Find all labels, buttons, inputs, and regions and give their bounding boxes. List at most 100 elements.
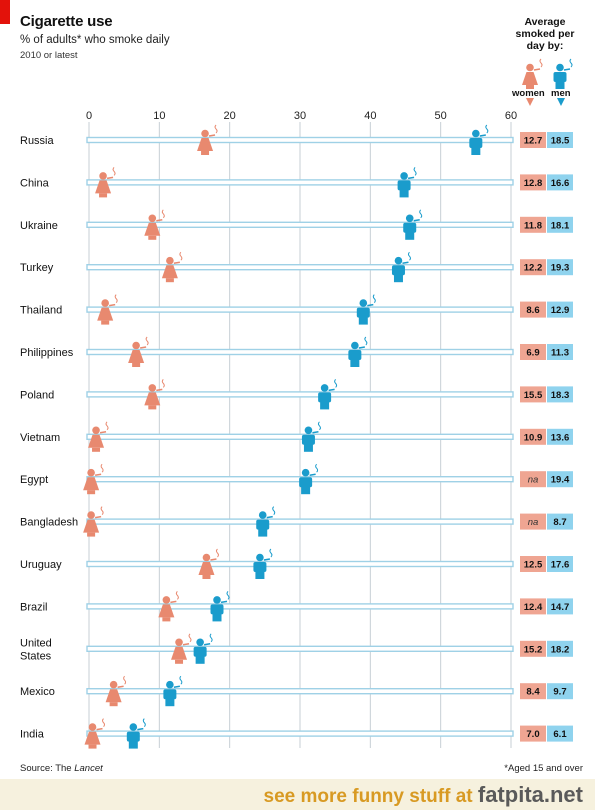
x-tick-label-50: 50 <box>435 110 447 122</box>
row-bar-russia <box>86 136 514 144</box>
country-label-mexico: Mexico <box>20 686 55 698</box>
women-point-turkey <box>161 251 183 283</box>
x-tick-label-30: 30 <box>294 110 306 122</box>
women-per-day-turkey: 12.2 <box>524 263 543 274</box>
promo-site-link[interactable]: fatpita.net <box>477 782 583 807</box>
country-label-brazil: Brazil <box>20 601 48 613</box>
men-point-turkey <box>391 251 411 283</box>
women-per-day-thailand: 8.6 <box>526 305 539 316</box>
legend-men-label: men <box>551 88 571 99</box>
brand-tab <box>0 0 10 24</box>
row-bar-thailand <box>86 306 514 313</box>
x-tick-label-10: 10 <box>153 110 165 122</box>
men-point-bangladesh <box>256 506 276 537</box>
row-bar-mexico <box>86 688 514 695</box>
women-cell-brazil <box>520 598 546 615</box>
country-label-united-states-1: United <box>20 637 52 649</box>
men-point-mexico <box>163 675 183 707</box>
country-label-uruguay: Uruguay <box>20 559 62 571</box>
men-cell-philippines <box>547 344 573 360</box>
men-per-day-bangladesh: 8.7 <box>553 517 566 528</box>
women-per-day-uruguay: 12.5 <box>524 560 543 571</box>
men-per-day-brazil: 14.7 <box>551 602 570 613</box>
women-point-ukraine <box>144 209 165 240</box>
legend-men-arrow <box>557 98 565 106</box>
men-cell-poland <box>547 386 573 403</box>
men-point-russia <box>469 124 489 155</box>
row-bar-united-states <box>86 645 514 652</box>
women-per-day-russia: 12.7 <box>524 136 543 147</box>
men-per-day-united-states: 18.2 <box>551 644 570 655</box>
men-per-day-vietnam: 13.6 <box>551 432 570 443</box>
country-label-turkey: Turkey <box>20 262 54 274</box>
women-cell-poland <box>520 386 546 403</box>
women-per-day-united-states: 15.2 <box>524 644 543 655</box>
women-cell-united-states <box>520 640 546 657</box>
men-point-poland <box>318 379 338 410</box>
x-tick-label-20: 20 <box>224 110 236 122</box>
men-cell-bangladesh <box>547 513 573 530</box>
source-name: Lancet <box>74 763 103 774</box>
promo-banner: see more funny stuff at fatpita.net <box>0 779 595 810</box>
country-label-united-states-2: States <box>20 650 52 662</box>
women-point-mexico <box>105 675 127 707</box>
country-label-india: India <box>20 729 45 741</box>
men-per-day-india: 6.1 <box>553 729 567 740</box>
legend-women-arrow <box>526 98 534 106</box>
men-point-brazil <box>210 591 230 622</box>
men-per-day-turkey: 19.3 <box>551 263 570 274</box>
men-cell-russia <box>547 132 573 148</box>
row-bar-vietnam <box>86 433 514 440</box>
country-label-china: China <box>20 177 50 189</box>
promo-banner-text[interactable]: see more funny stuff at fatpita.net <box>264 782 583 808</box>
row-bar-india <box>86 730 514 737</box>
women-per-day-ukraine: 11.8 <box>524 220 542 231</box>
men-per-day-russia: 18.5 <box>551 136 570 147</box>
men-point-thailand <box>356 294 376 325</box>
men-per-day-uruguay: 17.6 <box>551 560 570 571</box>
row-bar-china <box>86 179 514 186</box>
women-point-china <box>95 167 116 198</box>
country-label-egypt: Egypt <box>20 474 48 486</box>
country-label-poland: Poland <box>20 389 54 401</box>
men-per-day-ukraine: 18.1 <box>551 220 570 231</box>
women-cell-thailand <box>520 301 546 318</box>
women-point-bangladesh <box>83 506 104 537</box>
source-prefix: Source: The <box>20 763 72 774</box>
women-per-day-brazil: 12.4 <box>524 602 543 613</box>
men-cell-thailand <box>547 301 573 318</box>
men-cell-mexico <box>547 683 573 700</box>
men-per-day-egypt: 19.4 <box>551 475 570 486</box>
women-per-day-china: 12.8 <box>524 178 543 189</box>
country-label-vietnam: Vietnam <box>20 432 60 444</box>
row-bar-philippines <box>86 348 514 356</box>
x-tick-label-0: 0 <box>86 110 92 122</box>
men-per-day-mexico: 9.7 <box>553 687 566 698</box>
men-cell-united-states <box>547 640 573 657</box>
men-cell-ukraine <box>547 216 573 233</box>
women-per-day-mexico: 8.4 <box>526 687 540 698</box>
men-point-india <box>126 718 146 749</box>
women-point-thailand <box>97 294 118 325</box>
country-label-thailand: Thailand <box>20 305 62 317</box>
chart-title: Cigarette use <box>20 13 113 30</box>
row-bar-bangladesh <box>86 518 514 525</box>
women-cell-india <box>520 725 546 742</box>
men-point-ukraine <box>403 209 423 240</box>
women-point-poland <box>144 379 165 410</box>
x-tick-label-60: 60 <box>505 110 517 122</box>
smoking-chart: 0 10 20 30 40 50 60 Russia 12.7 18.5 China 12.8 16.6… <box>20 58 573 749</box>
women-cell-vietnam <box>520 428 546 445</box>
women-cell-china <box>520 174 546 191</box>
women-point-philippines <box>128 336 149 367</box>
legend-men-icon <box>553 58 573 89</box>
country-label-ukraine: Ukraine <box>20 220 58 232</box>
row-bar-poland <box>86 391 514 398</box>
women-cell-bangladesh <box>520 513 546 530</box>
row-bar-turkey <box>86 264 514 271</box>
women-point-vietnam <box>88 421 109 452</box>
women-cell-ukraine <box>520 216 546 233</box>
legend-title: Average smoked per day by: <box>515 16 575 52</box>
men-point-china <box>397 167 417 198</box>
chart-note: 2010 or latest <box>20 50 78 61</box>
